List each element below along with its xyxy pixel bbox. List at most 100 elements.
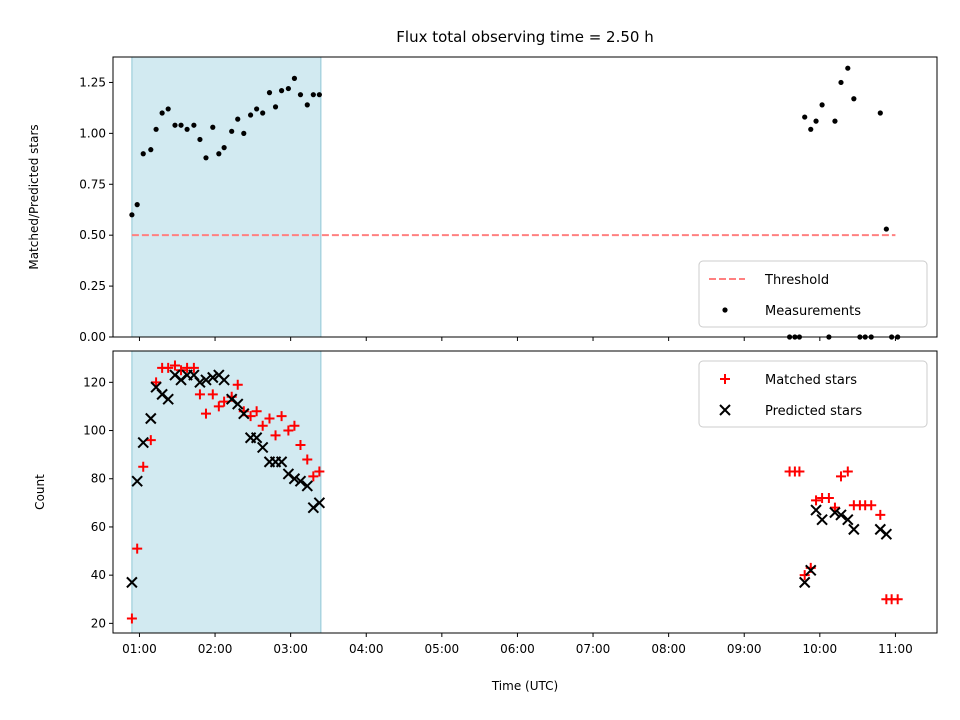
matched-stars-point <box>276 411 287 422</box>
y-tick-label: 0.50 <box>79 228 106 242</box>
matched-stars-point <box>257 420 268 431</box>
measurements-point <box>247 112 254 118</box>
measurements-point <box>260 110 266 116</box>
legend-box <box>698 360 928 428</box>
matched-stars-point <box>799 570 810 581</box>
measurements-point <box>272 104 279 110</box>
measurements-point <box>278 88 285 94</box>
observing-window-band <box>131 56 322 338</box>
matched-stars-point <box>200 408 211 419</box>
measurements-point <box>802 114 808 120</box>
matched-stars-point <box>219 396 230 407</box>
predicted-stars-point <box>275 456 288 468</box>
measurements-point <box>845 65 851 71</box>
x-tick-label: 05:00 <box>425 642 460 656</box>
predicted-stars-point <box>200 374 212 386</box>
x-tick-label: 07:00 <box>576 642 611 656</box>
predicted-stars-point <box>816 514 828 526</box>
matched-stars-point <box>207 389 218 400</box>
matched-stars-point <box>138 461 149 472</box>
bottom-y-axis-label: Count <box>33 474 47 510</box>
matched-stars-point <box>213 401 224 412</box>
predicted-stars-point <box>131 475 143 487</box>
matched-stars-point <box>132 543 143 554</box>
predicted-stars-point <box>835 509 847 521</box>
matched-stars-point <box>163 362 174 373</box>
observing-window-band <box>131 350 322 634</box>
matched-stars-point <box>892 594 903 605</box>
predicted-stars-point <box>880 528 893 540</box>
measurements-point <box>140 151 146 157</box>
matched-stars-point <box>151 377 162 388</box>
matched-stars-point <box>145 435 156 446</box>
measurements-point <box>851 96 857 102</box>
measurements-point <box>813 118 819 124</box>
measurements-point <box>178 122 184 128</box>
matched-stars-point <box>875 509 886 520</box>
predicted-stars-point <box>137 436 149 449</box>
measurements-point <box>229 128 235 134</box>
measurements-point <box>203 155 209 161</box>
y-tick-label: 60 <box>91 520 106 534</box>
x-tick-label: 09:00 <box>727 642 762 656</box>
matched-stars-point <box>811 495 822 506</box>
y-tick-label: 20 <box>91 616 106 630</box>
measurements-point <box>316 92 322 98</box>
predicted-stars-point <box>194 376 206 389</box>
predicted-stars-point <box>313 497 326 509</box>
y-tick-label: 40 <box>91 568 106 582</box>
matched-stars-point <box>126 613 137 624</box>
measurements-point <box>304 102 310 108</box>
predicted-stars-point <box>842 514 854 526</box>
matched-stars-point <box>251 406 262 417</box>
measurements-point <box>148 147 154 153</box>
measurements-point <box>832 118 838 124</box>
measurements-point <box>216 151 222 157</box>
matched-stars-point <box>270 430 281 441</box>
matched-stars-point <box>829 502 840 513</box>
matched-stars-point <box>308 471 319 482</box>
predicted-stars-point <box>288 473 301 485</box>
matched-stars-point <box>232 379 243 390</box>
measurements-point <box>184 126 190 132</box>
y-tick-label: 0.25 <box>79 279 106 293</box>
legend-measurements-swatch <box>722 307 728 313</box>
predicted-stars-point <box>207 371 219 384</box>
y-tick-label: 1.25 <box>79 75 106 89</box>
matched-stars-point <box>835 471 846 482</box>
predicted-stars-point <box>162 393 174 405</box>
measurements-point <box>877 110 883 116</box>
x-tick-label: 10:00 <box>803 642 838 656</box>
predicted-stars-point <box>145 412 157 425</box>
measurements-point <box>153 126 159 132</box>
matched-stars-point <box>176 365 187 376</box>
top-panel: 0.00 0.25 0.50 0.75 1.00 1.25 Threshold Measure… <box>79 56 938 344</box>
x-axis-label: Time (UTC) <box>491 679 558 693</box>
top-y-axis-label: Matched/Predicted stars <box>27 124 41 269</box>
matched-stars-point <box>188 362 199 373</box>
measurements-point <box>165 106 171 112</box>
x-tick-label: 04:00 <box>349 642 384 656</box>
matched-stars-point <box>264 413 275 424</box>
predicted-stars-point <box>301 480 313 492</box>
predicted-stars-point <box>256 441 269 454</box>
measurements-point <box>819 102 825 108</box>
x-tick-label: 02:00 <box>198 642 233 656</box>
matched-stars-point <box>302 454 313 465</box>
matched-stars-point <box>866 500 877 511</box>
y-tick-label: 100 <box>83 424 106 438</box>
predicted-stars-point <box>848 523 860 536</box>
predicted-stars-point <box>238 407 250 420</box>
predicted-stars-point <box>250 432 263 444</box>
matched-stars-point <box>295 440 306 450</box>
predicted-stars-point <box>294 475 307 487</box>
matched-stars-point <box>169 360 180 371</box>
measurements-point <box>883 226 889 232</box>
predicted-stars-point <box>810 504 822 516</box>
legend-predicted-stars-swatch <box>719 404 731 416</box>
matched-stars-point <box>842 466 853 477</box>
measurements-point <box>134 202 140 208</box>
x-tick-label: 11:00 <box>878 642 913 656</box>
measurements-point <box>808 126 814 132</box>
